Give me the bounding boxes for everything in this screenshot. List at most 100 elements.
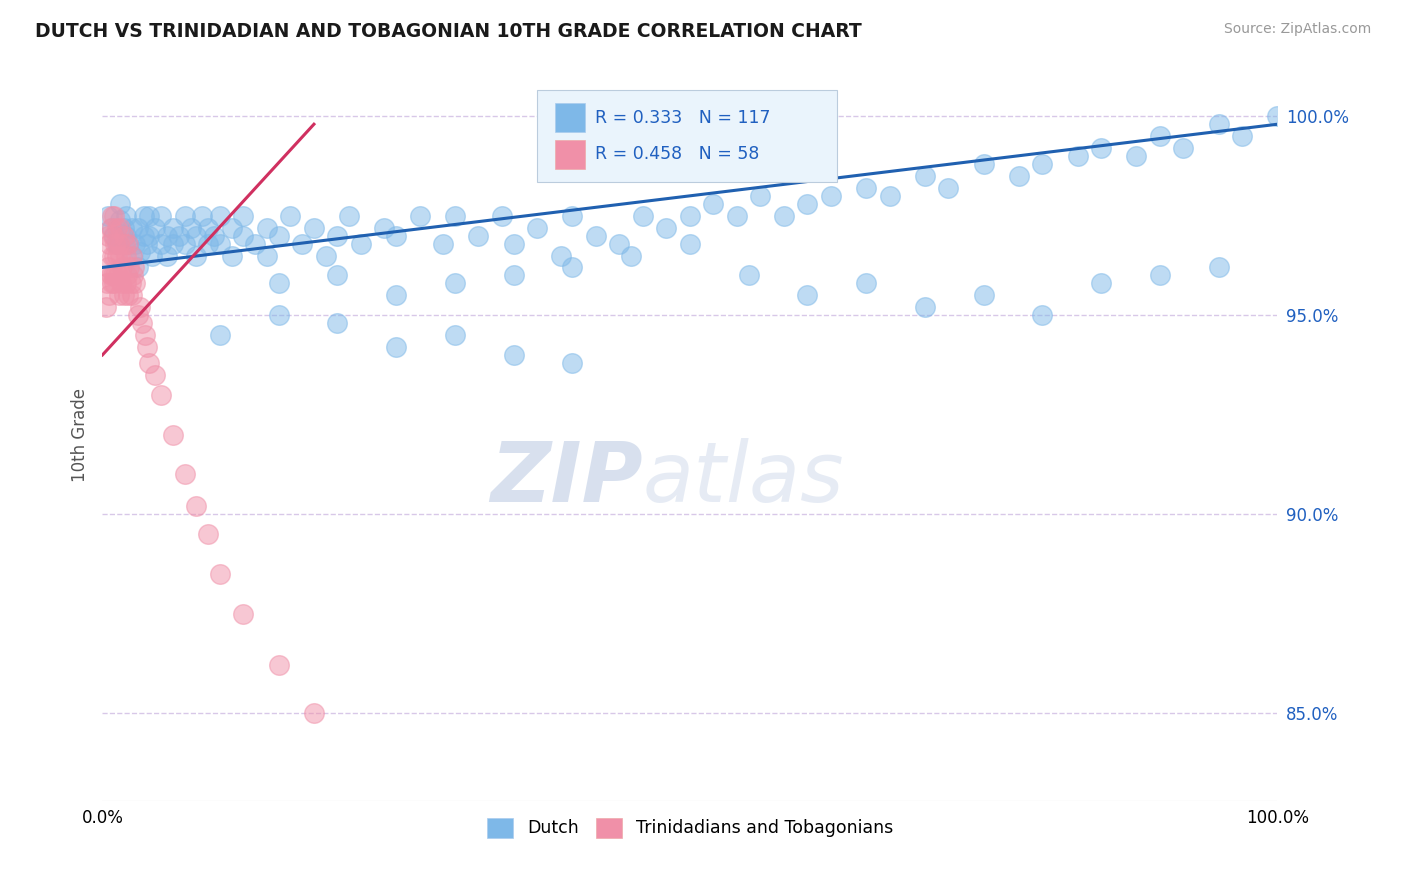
- Point: [150, 209, 173, 223]
- Point: [526, 220, 548, 235]
- Point: [267, 658, 290, 673]
- Point: [143, 368, 166, 382]
- Point: [122, 268, 145, 283]
- Point: [173, 467, 195, 482]
- Point: [491, 209, 513, 223]
- Point: [127, 220, 149, 235]
- Point: [136, 236, 159, 251]
- Point: [105, 220, 128, 235]
- Point: [108, 288, 131, 302]
- Point: [1149, 129, 1171, 144]
- Point: [202, 228, 225, 243]
- Point: [350, 236, 373, 251]
- Point: [94, 300, 117, 314]
- Point: [302, 220, 325, 235]
- Point: [208, 566, 231, 581]
- Text: R = 0.458   N = 58: R = 0.458 N = 58: [595, 145, 759, 163]
- Point: [103, 228, 125, 243]
- Point: [121, 220, 143, 235]
- Point: [855, 181, 877, 195]
- Point: [108, 236, 131, 251]
- Point: [973, 288, 995, 302]
- Point: [221, 248, 243, 262]
- Point: [679, 236, 702, 251]
- Point: [725, 209, 748, 223]
- Point: [117, 288, 139, 302]
- Point: [129, 244, 152, 259]
- Point: [101, 228, 124, 243]
- Point: [609, 236, 631, 251]
- Point: [110, 277, 132, 291]
- Point: [173, 236, 195, 251]
- Point: [879, 189, 901, 203]
- Point: [118, 260, 141, 275]
- Point: [101, 220, 124, 235]
- Point: [186, 248, 208, 262]
- Point: [738, 268, 761, 283]
- Point: [232, 228, 254, 243]
- Point: [97, 209, 120, 223]
- Point: [150, 388, 173, 402]
- Point: [326, 268, 349, 283]
- Point: [444, 328, 467, 343]
- Point: [103, 209, 125, 223]
- Point: [502, 268, 524, 283]
- Point: [221, 220, 243, 235]
- Point: [1232, 129, 1254, 144]
- Point: [96, 277, 118, 291]
- Point: [100, 220, 122, 235]
- Point: [232, 209, 254, 223]
- Point: [97, 260, 120, 275]
- Point: [143, 220, 166, 235]
- Point: [1208, 117, 1230, 131]
- Point: [1125, 149, 1147, 163]
- Point: [105, 236, 128, 251]
- Point: [385, 228, 408, 243]
- Text: atlas: atlas: [643, 438, 845, 519]
- Point: [103, 277, 125, 291]
- Point: [115, 248, 138, 262]
- Point: [245, 236, 267, 251]
- Point: [385, 288, 408, 302]
- Point: [134, 328, 156, 343]
- Point: [111, 260, 134, 275]
- Point: [100, 268, 122, 283]
- Point: [280, 209, 302, 223]
- Point: [561, 356, 583, 370]
- Point: [156, 228, 179, 243]
- Point: [101, 248, 124, 262]
- Point: [1267, 109, 1289, 123]
- Legend: Dutch, Trinidadians and Tobagonians: Dutch, Trinidadians and Tobagonians: [479, 811, 900, 845]
- Point: [373, 220, 395, 235]
- Point: [105, 248, 128, 262]
- Text: DUTCH VS TRINIDADIAN AND TOBAGONIAN 10TH GRADE CORRELATION CHART: DUTCH VS TRINIDADIAN AND TOBAGONIAN 10TH…: [35, 22, 862, 41]
- Point: [550, 248, 572, 262]
- Point: [127, 260, 149, 275]
- Point: [749, 189, 772, 203]
- Point: [121, 248, 143, 262]
- Point: [112, 288, 135, 302]
- Point: [124, 277, 146, 291]
- Point: [796, 288, 818, 302]
- Point: [561, 209, 583, 223]
- Point: [1149, 268, 1171, 283]
- Point: [326, 316, 349, 330]
- Point: [197, 236, 219, 251]
- Point: [502, 348, 524, 362]
- Point: [467, 228, 489, 243]
- Point: [1031, 157, 1053, 171]
- Point: [115, 268, 138, 283]
- Point: [208, 328, 231, 343]
- Point: [122, 260, 145, 275]
- Point: [855, 277, 877, 291]
- Point: [104, 268, 127, 283]
- Point: [914, 169, 936, 183]
- Point: [1008, 169, 1031, 183]
- Point: [267, 228, 290, 243]
- Point: [115, 209, 138, 223]
- Point: [585, 228, 607, 243]
- Point: [291, 236, 314, 251]
- Point: [167, 228, 190, 243]
- Point: [655, 220, 678, 235]
- Point: [1090, 141, 1112, 155]
